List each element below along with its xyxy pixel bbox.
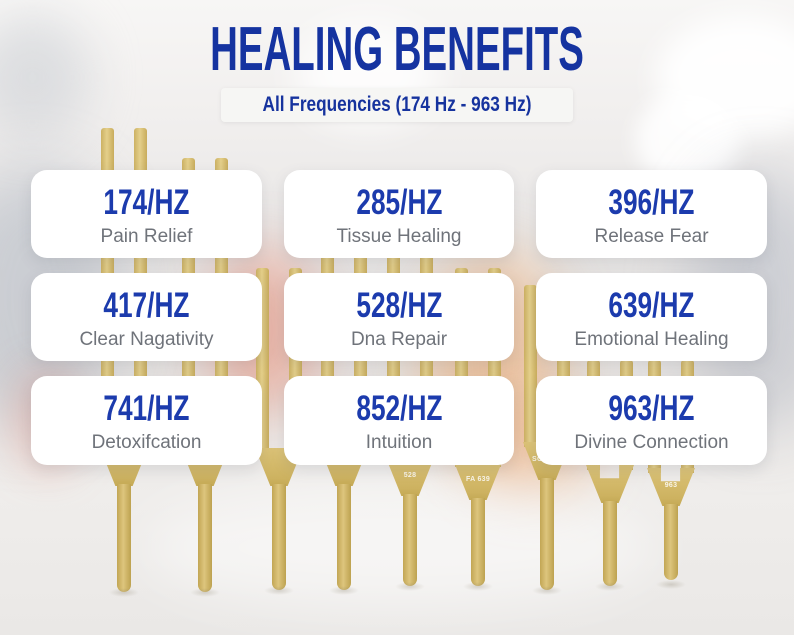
benefit-label: Detoxifcation bbox=[91, 432, 202, 453]
fork-stem bbox=[117, 484, 131, 592]
fork-stem bbox=[403, 494, 417, 586]
benefit-label: Dna Repair bbox=[350, 328, 448, 350]
fork-shadow bbox=[109, 588, 139, 597]
frequency-value: 963/HZ bbox=[608, 389, 695, 428]
benefit-label: Clear Nagativity bbox=[79, 328, 214, 350]
fork-stem bbox=[603, 501, 617, 586]
frequency-value: 639/HZ bbox=[608, 285, 695, 325]
fork-shadow bbox=[595, 582, 625, 591]
benefit-label: Tissue Healing bbox=[336, 225, 462, 247]
subtitle-text: All Frequencies (174 Hz - 963 Hz) bbox=[262, 93, 532, 117]
fork-stem bbox=[540, 478, 554, 590]
subtitle-badge: All Frequencies (174 Hz - 963 Hz) bbox=[221, 88, 573, 123]
frequency-value: 174/HZ bbox=[103, 182, 190, 222]
benefit-card: 852/HZ Intuition bbox=[284, 376, 514, 465]
fork-shadow bbox=[264, 586, 294, 595]
fork-shadow bbox=[329, 586, 359, 595]
benefit-card: 417/HZ Clear Nagativity bbox=[31, 273, 262, 361]
benefit-label: Release Fear bbox=[594, 225, 709, 247]
benefit-card: 741/HZ Detoxifcation bbox=[31, 376, 262, 465]
header: HEALING BENEFITS All Frequencies (174 Hz… bbox=[0, 0, 794, 123]
frequency-value: 396/HZ bbox=[608, 182, 695, 222]
fork-engraving: FA 639 bbox=[465, 476, 491, 483]
fork-shadow bbox=[532, 586, 562, 595]
fork-stem bbox=[664, 504, 678, 580]
benefit-label: Emotional Healing bbox=[574, 328, 729, 350]
fork-stem bbox=[272, 484, 286, 590]
fork-shadow bbox=[395, 582, 425, 591]
fork-engraving: 528 bbox=[403, 472, 417, 479]
fork-stem bbox=[198, 484, 212, 592]
frequency-value: 528/HZ bbox=[355, 285, 443, 325]
frequency-value: 417/HZ bbox=[103, 285, 190, 325]
fork-shadow bbox=[190, 588, 220, 597]
frequency-value: 285/HZ bbox=[355, 182, 443, 222]
benefit-label: Divine Connection bbox=[574, 432, 729, 453]
fork-shadow bbox=[463, 582, 493, 591]
benefit-card: 963/HZ Divine Connection bbox=[536, 376, 767, 465]
benefit-cards-grid: 174/HZ Pain Relief 285/HZ Tissue Healing… bbox=[31, 170, 768, 465]
fork-shadow bbox=[656, 580, 686, 589]
fork-engraving: 963 bbox=[664, 482, 678, 489]
benefit-card: 639/HZ Emotional Healing bbox=[536, 273, 767, 361]
fork-stem bbox=[337, 484, 351, 590]
benefit-card: 396/HZ Release Fear bbox=[536, 170, 767, 258]
fork-stem bbox=[471, 498, 485, 586]
benefit-card: 285/HZ Tissue Healing bbox=[284, 170, 514, 258]
benefit-label: Intuition bbox=[365, 432, 433, 453]
benefit-card: 528/HZ Dna Repair bbox=[284, 273, 514, 361]
frequency-value: 852/HZ bbox=[355, 389, 443, 428]
fork-yoke: 963 bbox=[647, 468, 695, 506]
benefit-card: 174/HZ Pain Relief bbox=[31, 170, 262, 258]
page-title: HEALING BENEFITS bbox=[210, 15, 584, 84]
fork-yoke: FA 639 bbox=[454, 462, 502, 500]
fork-prong bbox=[524, 285, 537, 447]
frequency-value: 741/HZ bbox=[103, 389, 190, 428]
fork-yoke bbox=[586, 465, 634, 503]
benefit-label: Pain Relief bbox=[100, 225, 193, 247]
